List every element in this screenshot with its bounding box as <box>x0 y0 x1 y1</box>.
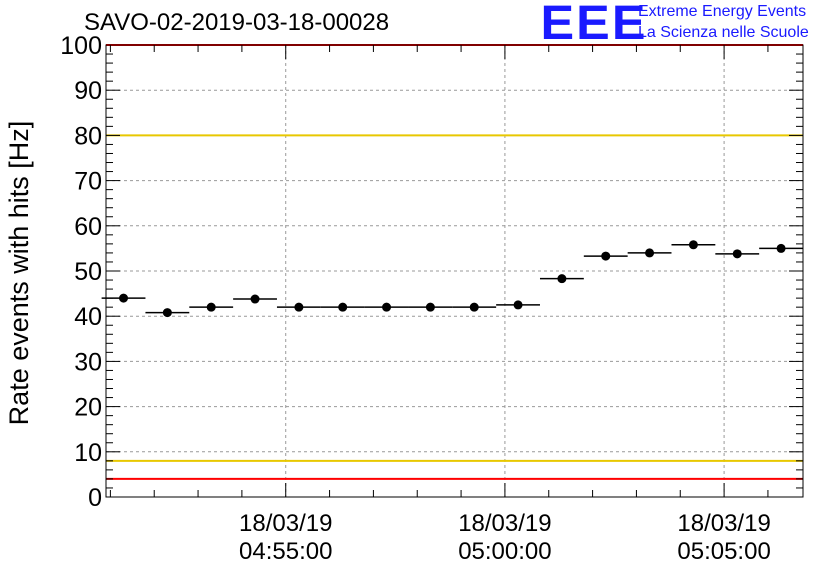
y-tick-label-6: 60 <box>74 213 102 241</box>
data-point-0 <box>101 293 146 303</box>
data-point-13 <box>671 240 716 250</box>
data-point-8 <box>452 302 497 312</box>
data-point-marker <box>250 294 260 304</box>
axis-ticks <box>106 44 803 498</box>
data-point-2 <box>189 302 234 312</box>
data-point-7 <box>408 302 453 312</box>
grid-lines <box>106 45 803 497</box>
y-tick-label-2: 20 <box>74 394 102 422</box>
data-points <box>101 240 803 318</box>
data-point-marker <box>382 302 392 312</box>
data-point-marker <box>425 302 435 312</box>
data-point-6 <box>364 302 409 312</box>
data-point-5 <box>320 302 365 312</box>
x-tick-time-1: 05:00:00 <box>458 538 551 565</box>
data-point-10 <box>539 274 584 284</box>
y-tick-label-0: 0 <box>88 484 102 512</box>
x-tick-date-2: 18/03/19 <box>677 510 770 537</box>
data-point-marker <box>119 293 129 303</box>
data-point-marker <box>206 302 216 312</box>
y-tick-label-7: 70 <box>74 168 102 196</box>
y-tick-label-8: 80 <box>74 122 102 150</box>
y-tick-label-3: 30 <box>74 348 102 376</box>
logo-line-1: Extreme Energy Events <box>638 3 807 20</box>
data-point-3 <box>233 294 277 304</box>
y-tick-label-4: 40 <box>74 303 102 331</box>
data-point-11 <box>583 251 628 261</box>
data-point-marker <box>776 243 786 253</box>
x-tick-date-1: 18/03/19 <box>458 510 551 537</box>
data-point-9 <box>496 300 540 310</box>
data-point-marker <box>557 274 567 284</box>
data-point-marker <box>513 300 523 310</box>
y-axis-label: Rate events with hits [Hz] <box>4 121 34 426</box>
data-point-marker <box>294 302 304 312</box>
chart-title: SAVO-02-2019-03-18-00028 <box>84 9 390 36</box>
data-point-marker <box>338 302 348 312</box>
x-tick-labels: 18/03/1904:55:0018/03/1905:00:0018/03/19… <box>239 510 771 565</box>
data-point-marker <box>469 302 479 312</box>
data-point-marker <box>162 308 172 318</box>
data-point-marker <box>688 240 698 250</box>
y-tick-labels: 0 10 20 30 40 50 60 70 80 90 100 <box>60 32 102 512</box>
y-tick-label-5: 50 <box>74 258 102 286</box>
data-point-marker <box>645 248 655 258</box>
data-point-12 <box>627 248 672 258</box>
reference-lines <box>106 44 803 480</box>
y-tick-label-1: 10 <box>74 439 102 467</box>
data-point-4 <box>276 302 321 312</box>
data-point-14 <box>715 249 760 259</box>
eee-logo: EEE <box>540 0 648 50</box>
y-tick-label-9: 90 <box>74 77 102 105</box>
data-point-1 <box>145 308 190 318</box>
logo-line-2: La Scienza nelle Scuole <box>638 24 809 41</box>
x-tick-time-2: 05:05:00 <box>677 538 770 565</box>
data-point-marker <box>732 249 742 259</box>
x-tick-time-0: 04:55:00 <box>239 538 332 565</box>
data-point-15 <box>759 243 803 253</box>
data-point-marker <box>601 251 611 261</box>
y-tick-label-10: 100 <box>60 32 102 60</box>
x-tick-date-0: 18/03/19 <box>239 510 332 537</box>
